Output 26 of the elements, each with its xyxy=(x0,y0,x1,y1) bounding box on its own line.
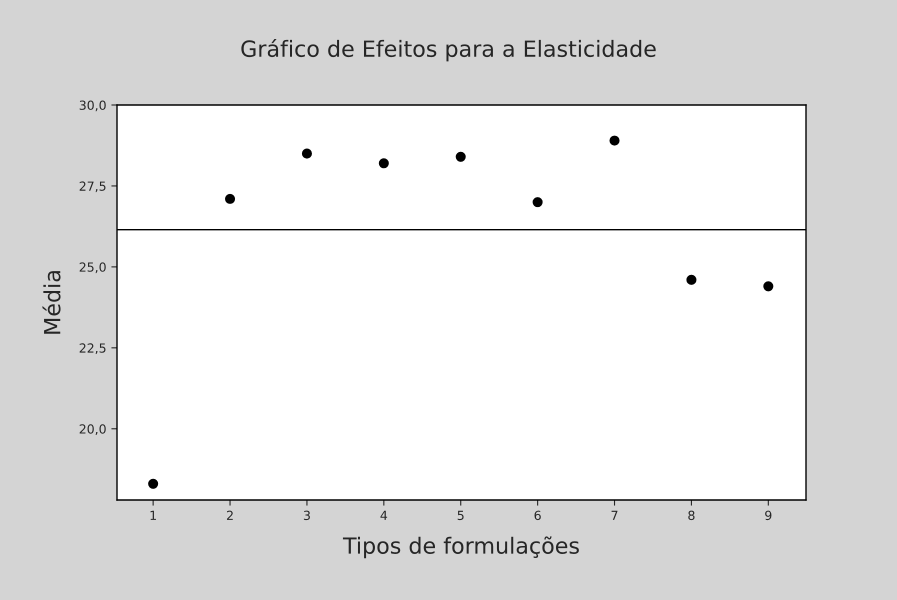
y-tick-label: 27,5 xyxy=(80,181,106,192)
point xyxy=(378,158,389,168)
y-tick-label: 20,0 xyxy=(80,424,106,435)
x-tick-label: 6 xyxy=(534,510,541,520)
point xyxy=(532,197,543,208)
chart-title: Gráfico de Efeitos para a Elasticidade xyxy=(241,39,656,62)
y-tick-label: 25,0 xyxy=(80,262,106,274)
x-tick-label: 2 xyxy=(226,510,233,520)
x-tick-label: 7 xyxy=(612,510,618,520)
point xyxy=(225,194,236,204)
y-tick-label: 22,5 xyxy=(80,343,106,354)
point xyxy=(609,136,620,146)
point xyxy=(148,478,158,489)
y-tick-label: 30,0 xyxy=(80,100,106,112)
x-tick-label: 4 xyxy=(380,510,388,520)
y-axis-title: Média xyxy=(42,271,61,334)
point xyxy=(302,148,312,159)
x-tick-label: 3 xyxy=(304,510,310,520)
x-tick-label: 5 xyxy=(458,510,464,520)
x-tick-label: 9 xyxy=(765,510,772,520)
x-tick-label: 8 xyxy=(688,510,695,520)
point xyxy=(456,152,466,162)
point xyxy=(763,281,774,292)
x-axis-title: Tipos de formulações xyxy=(342,536,579,558)
x-tick-label: 1 xyxy=(150,510,156,520)
point xyxy=(686,274,696,285)
